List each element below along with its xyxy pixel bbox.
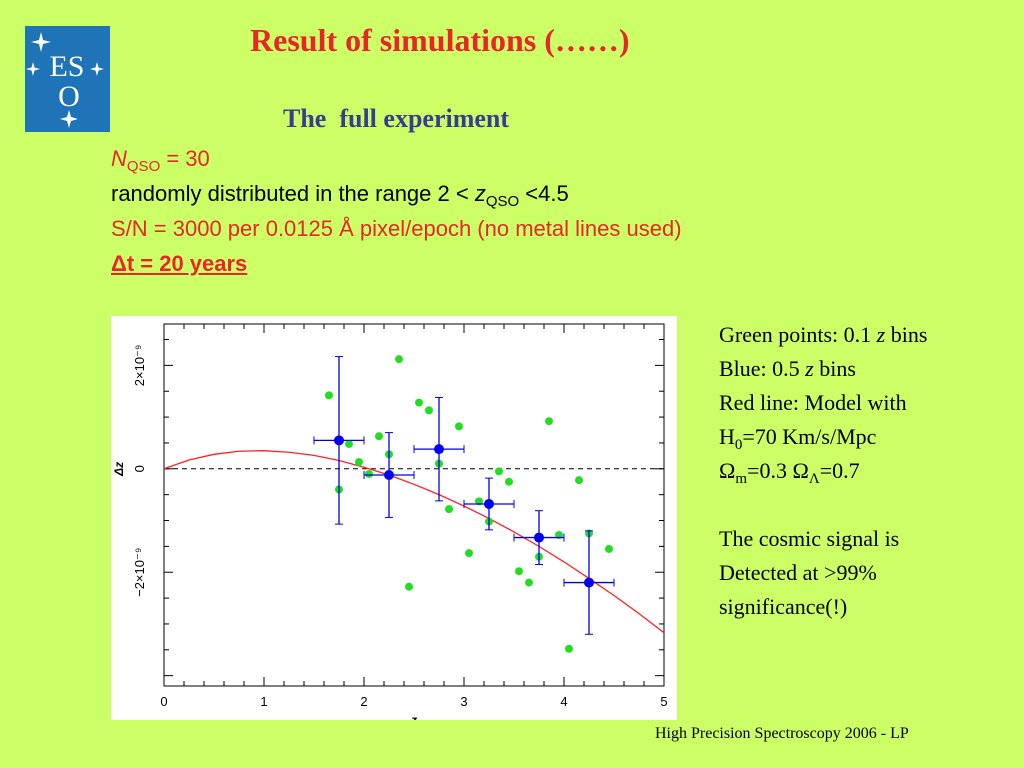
parameters-block: NQSO = 30 randomly distributed in the ra… — [111, 142, 682, 282]
x-tick-label: 0 — [160, 694, 167, 709]
y-tick-label: −2×10⁻⁹ — [132, 548, 147, 597]
page-subtitle: The full experiment — [283, 104, 510, 133]
chart-panel: 0 1 2 3 4 5 2×10⁻⁹ 0 −2×10⁻⁹ z Δz — [111, 316, 677, 727]
green-point — [465, 549, 473, 558]
plot-frame — [163, 323, 665, 687]
blue-point — [534, 532, 544, 543]
green-point — [355, 458, 363, 467]
green-point — [395, 355, 403, 364]
legend-h0: H0=70 Km/s/Mpc — [719, 424, 877, 453]
eso-logo: ES O — [25, 26, 110, 132]
green-point — [405, 582, 413, 591]
green-point — [605, 544, 613, 553]
y-tick-label: 0 — [132, 465, 147, 472]
y-axis-label: Δz — [112, 462, 126, 477]
range-suffix: <4.5 — [519, 181, 569, 206]
x-tick-label: 2 — [360, 694, 367, 709]
blue-point — [434, 444, 444, 455]
blue-point — [584, 577, 594, 588]
legend-red: Red line: Model with — [719, 390, 907, 415]
page-title: Result of simulations (……) — [250, 22, 630, 58]
green-point — [345, 439, 353, 448]
logo-star-left — [26, 62, 40, 76]
nqso-symbol: N — [111, 146, 127, 171]
legend-green: Green points: 0.1 z bins — [719, 322, 928, 347]
signal-line-2: Detected at >99% — [719, 560, 877, 585]
blue-point — [484, 498, 494, 509]
legend-notes: Green points: 0.1 z bins Blue: 0.5 z bin… — [719, 318, 1019, 624]
x-axis-label: z — [410, 713, 417, 720]
signal-line-3: significance(!) — [719, 594, 848, 619]
x-tick-label: 4 — [560, 694, 567, 709]
delta-z-chart: 0 1 2 3 4 5 2×10⁻⁹ 0 −2×10⁻⁹ z Δz — [112, 323, 668, 727]
nqso-sub: QSO — [126, 158, 161, 175]
green-point — [525, 578, 533, 587]
green-point — [545, 417, 553, 426]
legend-spacer — [719, 488, 1019, 522]
green-point — [575, 476, 583, 485]
green-point — [415, 398, 423, 407]
green-point — [495, 467, 503, 476]
x-tick-label: 3 — [460, 694, 467, 709]
green-point — [445, 505, 453, 514]
nqso-line: NQSO = 30 — [111, 142, 682, 177]
logo-star-bottom — [60, 110, 78, 128]
range-sub: QSO — [485, 193, 520, 210]
logo-text-top: ES — [49, 50, 84, 83]
green-point — [365, 469, 373, 478]
green-point — [455, 422, 463, 431]
nqso-value: = 30 — [160, 146, 210, 171]
footer-credit: High Precision Spectroscopy 2006 - LP — [655, 725, 909, 742]
green-point — [325, 391, 333, 400]
dt-text: t = 20 years — [126, 251, 248, 276]
legend-omega: Ωm=0.3 ΩΛ=0.7 — [719, 458, 860, 487]
green-point — [425, 406, 433, 415]
blue-point — [384, 470, 394, 481]
x-tick-label: 5 — [660, 694, 667, 709]
dt-delta: Δ — [111, 251, 127, 276]
model-curve-red — [163, 450, 665, 634]
green-point — [565, 644, 573, 653]
green-point — [375, 432, 383, 441]
blue-point — [334, 435, 344, 446]
range-z: z — [474, 181, 486, 206]
logo-star-right — [90, 62, 104, 76]
logo-star-top-left — [31, 32, 51, 52]
y-tick-label: 2×10⁻⁹ — [132, 345, 147, 387]
logo-text-bottom: O — [58, 80, 80, 113]
range-prefix: randomly distributed in the range 2 < — [111, 181, 475, 206]
signal-line-1: The cosmic signal is — [719, 526, 900, 551]
green-point — [505, 477, 513, 486]
legend-blue: Blue: 0.5 z bins — [719, 356, 856, 381]
sn-line: S/N = 3000 per 0.0125 Å pixel/epoch (no … — [111, 216, 682, 241]
range-line: randomly distributed in the range 2 < zQ… — [111, 177, 682, 212]
dt-line: Δt = 20 years — [111, 247, 682, 282]
x-tick-label: 1 — [260, 694, 267, 709]
green-point — [515, 567, 523, 576]
